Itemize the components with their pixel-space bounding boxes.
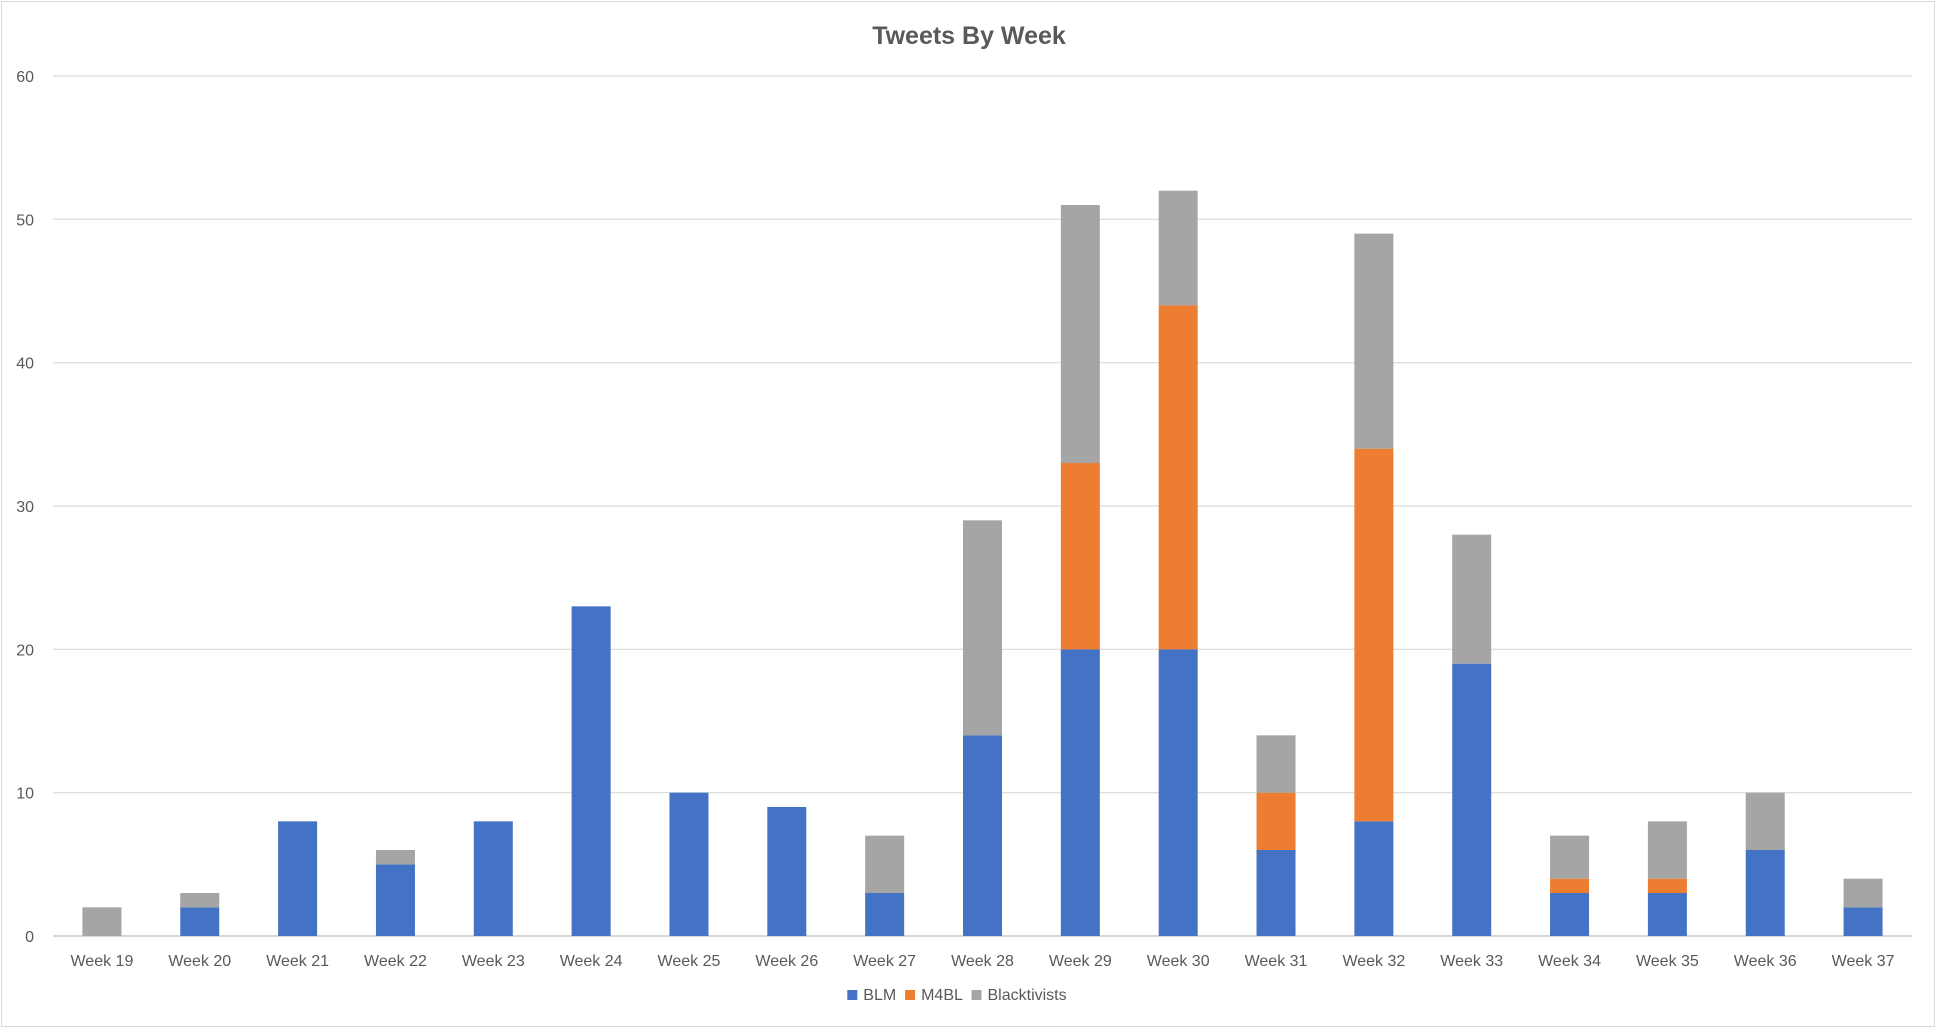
legend-label: BLM [863, 987, 896, 1004]
chart-title: Tweets By Week [872, 22, 1066, 50]
legend-label: Blacktivists [988, 987, 1067, 1004]
bar-segment [1060, 463, 1100, 650]
bar-segment [1843, 878, 1883, 908]
bar-segment [1354, 448, 1394, 822]
bar-segment [1550, 878, 1590, 893]
legend-swatch [971, 990, 982, 1000]
x-tick-label: Week 25 [658, 953, 721, 970]
x-tick-label: Week 29 [1049, 953, 1112, 970]
bar-segment [1354, 821, 1394, 936]
bar-segment [1550, 835, 1590, 879]
bar-segment [963, 735, 1002, 936]
x-tick-label: Week 23 [462, 953, 525, 970]
bar-segment [1158, 190, 1198, 306]
bar-segment [1256, 850, 1296, 936]
legend-swatch [905, 990, 916, 1000]
x-tick-label: Week 19 [70, 953, 133, 970]
bar-segment [82, 907, 122, 936]
x-tick-label: Week 37 [1832, 953, 1895, 970]
x-tick-label: Week 26 [755, 953, 818, 970]
bar-segment [1060, 649, 1100, 936]
bar-segment [963, 520, 1002, 736]
bar-segment [1158, 305, 1198, 650]
bar-segment [1256, 735, 1296, 793]
x-tick-label: Week 22 [364, 953, 427, 970]
y-tick-label: 30 [16, 499, 34, 516]
bar-segment [180, 907, 220, 936]
legend: BLM M4BL Blacktivists [847, 987, 1067, 1004]
bars [82, 190, 1883, 936]
bar-segment [180, 893, 220, 908]
x-tick-label: Week 28 [951, 953, 1014, 970]
x-tick-label: Week 27 [853, 953, 916, 970]
bar-segment [375, 864, 415, 936]
bar-segment [375, 850, 415, 865]
x-tick-label: Week 31 [1245, 953, 1308, 970]
bar-segment [1745, 792, 1785, 850]
x-tick-label: Week 35 [1636, 953, 1699, 970]
bar-segment [1647, 821, 1687, 879]
y-tick-label: 60 [16, 69, 34, 86]
y-axis-ticks: 0 10 20 30 40 50 60 [16, 69, 34, 946]
y-tick-label: 10 [16, 786, 34, 803]
bar-segment [1843, 907, 1883, 936]
x-axis-ticks: Week 19 Week 20 Week 21 Week 22 Week 23 Week … [70, 953, 1894, 970]
bar-segment [1060, 205, 1100, 463]
bar-segment [1647, 893, 1687, 936]
y-tick-label: 40 [16, 356, 34, 373]
bar-segment [865, 835, 905, 893]
bar-segment [571, 606, 611, 936]
bar-segment [1158, 649, 1198, 936]
bar-segment [1745, 850, 1785, 936]
x-tick-label: Week 33 [1440, 953, 1503, 970]
x-tick-label: Week 21 [266, 953, 329, 970]
x-tick-label: Week 30 [1147, 953, 1210, 970]
bar-segment [1550, 893, 1590, 936]
bar-segment [767, 807, 807, 936]
x-tick-label: Week 20 [168, 953, 231, 970]
bar-segment [1647, 878, 1687, 893]
bar-segment [1452, 534, 1492, 664]
bar-segment [473, 821, 513, 936]
x-tick-label: Week 36 [1734, 953, 1797, 970]
legend-label: M4BL [921, 987, 963, 1004]
bar-segment [1354, 233, 1394, 449]
y-tick-label: 20 [16, 642, 34, 659]
bar-segment [865, 893, 905, 936]
legend-swatch [847, 990, 858, 1000]
x-tick-label: Week 24 [560, 953, 623, 970]
y-tick-label: 50 [16, 212, 34, 229]
bar-segment [669, 792, 709, 936]
bar-segment [1452, 663, 1492, 936]
x-tick-label: Week 32 [1342, 953, 1405, 970]
x-tick-label: Week 34 [1538, 953, 1601, 970]
bar-segment [278, 821, 318, 936]
y-tick-label: 0 [25, 929, 34, 946]
bar-segment [1256, 792, 1296, 850]
